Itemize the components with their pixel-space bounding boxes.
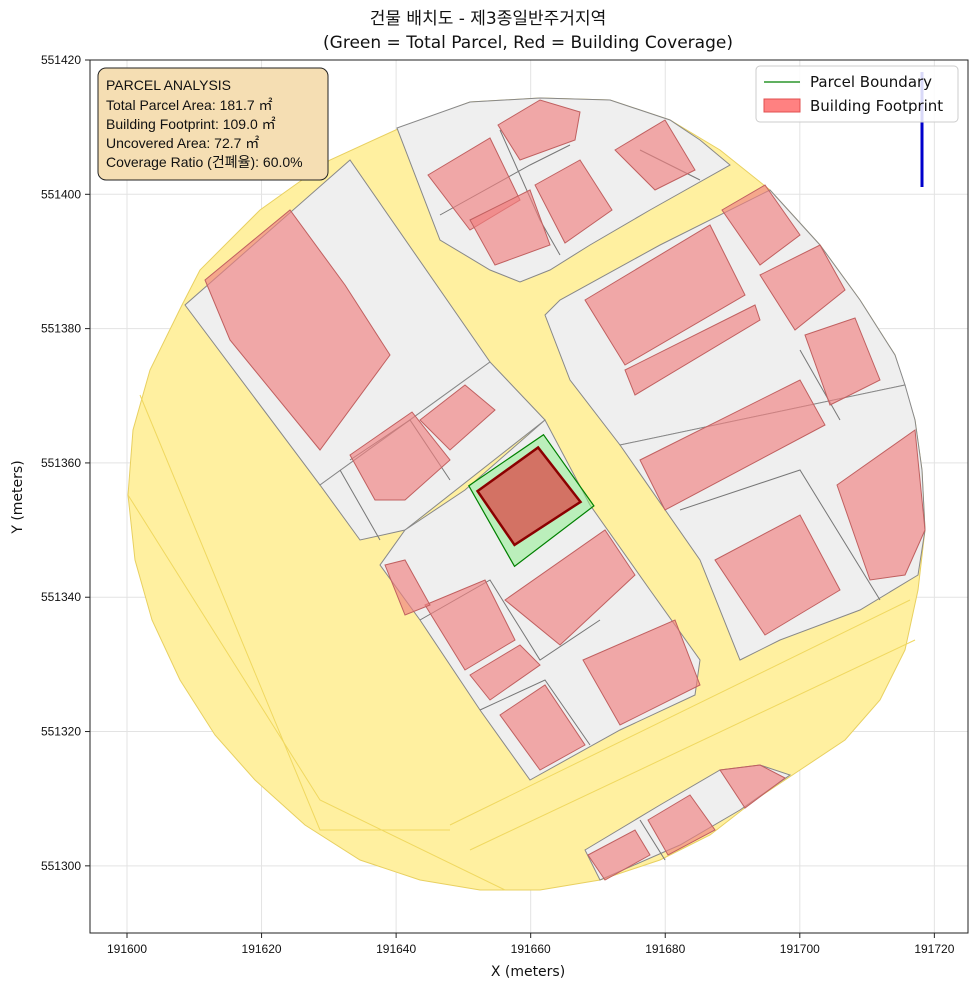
context-building [836, 429, 926, 581]
road-line [469, 639, 916, 851]
x-axis: 191600 191620 191640 191660 191680 191700 1917… [107, 933, 955, 956]
y-tick-label: 551300 [41, 859, 81, 873]
context-building [584, 224, 746, 366]
y-tick-label: 551400 [41, 187, 81, 201]
parcel-analysis-box: PARCEL ANALYSIS Total Parcel Area: 181.7… [97, 67, 329, 181]
info-heading: PARCEL ANALYSIS [106, 77, 231, 93]
context-building [647, 794, 716, 856]
context-building [714, 514, 841, 636]
divider-4 [479, 679, 591, 746]
context-building [504, 529, 636, 646]
y-tick-label: 551420 [41, 53, 81, 67]
context-building [614, 119, 696, 191]
x-tick-label: 191680 [645, 942, 685, 956]
road-line [139, 394, 450, 831]
context-building [469, 189, 551, 266]
y-tick-label: 551340 [41, 590, 81, 604]
y-tick-label: 551360 [41, 456, 81, 470]
y-axis-label: Y (meters) [10, 460, 26, 534]
road-lines [127, 394, 916, 891]
y-tick-label: 551380 [41, 322, 81, 336]
context-building [499, 684, 586, 771]
plot-frame [89, 59, 969, 934]
y-tick-label: 551320 [41, 725, 81, 739]
info-total-area: Total Parcel Area: 181.7 ㎡ [106, 97, 273, 113]
context-building [759, 244, 846, 331]
context-building [204, 209, 391, 451]
divider-8 [679, 469, 881, 601]
context-building [719, 764, 786, 809]
context-building [384, 559, 431, 616]
x-tick-label: 191640 [376, 942, 416, 956]
context-building [349, 411, 451, 501]
legend-parcel-label: Parcel Boundary [810, 73, 932, 91]
context-building [497, 99, 581, 161]
legend: Parcel Boundary Building Footprint [755, 65, 959, 123]
x-tick-label: 191620 [242, 942, 282, 956]
x-axis-label: X (meters) [491, 964, 565, 980]
context-building [721, 184, 801, 266]
legend-building-label: Building Footprint [810, 97, 943, 115]
legend-frame [755, 65, 959, 123]
building-footprint[interactable] [475, 445, 583, 547]
x-tick-label: 191720 [914, 942, 954, 956]
context-building [469, 644, 541, 701]
x-tick-label: 191600 [107, 942, 147, 956]
context-buildings [204, 99, 926, 881]
context-building [582, 619, 701, 726]
chart-title: 건물 배치도 - 제3종일반주거지역 [370, 9, 606, 29]
x-tick-label: 191700 [780, 942, 820, 956]
context-building [587, 829, 651, 881]
context-building [639, 379, 826, 511]
x-tick-label: 191660 [511, 942, 551, 956]
divider-2 [339, 469, 381, 541]
info-box-background [97, 67, 329, 181]
divider-10 [639, 819, 666, 861]
road-line [127, 494, 506, 891]
context-map [127, 72, 926, 891]
context-building [534, 159, 613, 244]
context-building [624, 304, 761, 396]
divider-9 [799, 349, 841, 421]
chart-subtitle: (Green = Total Parcel, Red = Building Co… [323, 33, 733, 53]
info-uncovered-area: Uncovered Area: 72.7 ㎡ [106, 135, 259, 151]
plot-area: PARCEL ANALYSIS Total Parcel Area: 181.7… [89, 59, 969, 934]
info-building-footprint: Building Footprint: 109.0 ㎡ [106, 116, 276, 132]
legend-building-swatch [763, 98, 801, 113]
context-building [419, 384, 496, 451]
road-line [449, 599, 911, 826]
context-building [424, 579, 516, 671]
y-axis: 551300 551320 551340 551360 551380 551400 5514… [41, 53, 90, 873]
context-building [804, 317, 881, 406]
info-coverage-ratio: Coverage Ratio (건폐율): 60.0% [106, 154, 303, 170]
